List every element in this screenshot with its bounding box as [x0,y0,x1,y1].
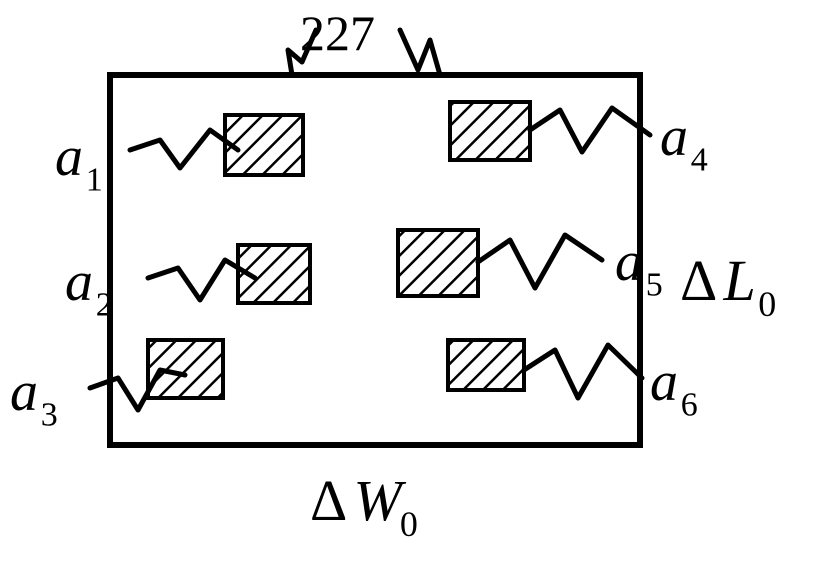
hatched-box-a6 [448,340,524,390]
label-a4: a [660,106,688,168]
svg-text:Δ: Δ [680,248,717,313]
hatched-box-a4 [450,102,530,160]
leader-a1 [130,130,238,168]
svg-text:W: W [354,468,407,533]
label-a2: a [65,251,93,313]
svg-text:0: 0 [758,284,776,324]
label-a1: a [55,126,83,188]
label-title-number: 227 [300,5,375,61]
label-a6: a [650,351,678,413]
svg-text:0: 0 [400,504,418,544]
leader-a4 [530,108,650,152]
svg-text:Δ: Δ [310,468,347,533]
label-a3-sub: 3 [41,396,58,433]
label-delta-W0: ΔW0 [310,468,418,544]
label-a5-sub: 5 [646,266,663,303]
svg-text:L: L [723,248,756,313]
label-a5: a [615,231,643,293]
label-a3: a [10,361,38,423]
label-a6-sub: 6 [681,386,698,423]
diagram-canvas: a1a2a3a4a5a6227ΔW0ΔL0 [0,0,829,585]
hatched-box-a1 [225,115,303,175]
leader-title_right [400,30,440,75]
leader-a5 [478,235,602,288]
label-a2-sub: 2 [96,286,113,323]
label-delta-L0: ΔL0 [680,248,776,324]
hatched-box-a5 [398,230,478,296]
leader-a6 [524,345,642,398]
label-a4-sub: 4 [691,141,708,178]
label-a1-sub: 1 [86,161,103,198]
